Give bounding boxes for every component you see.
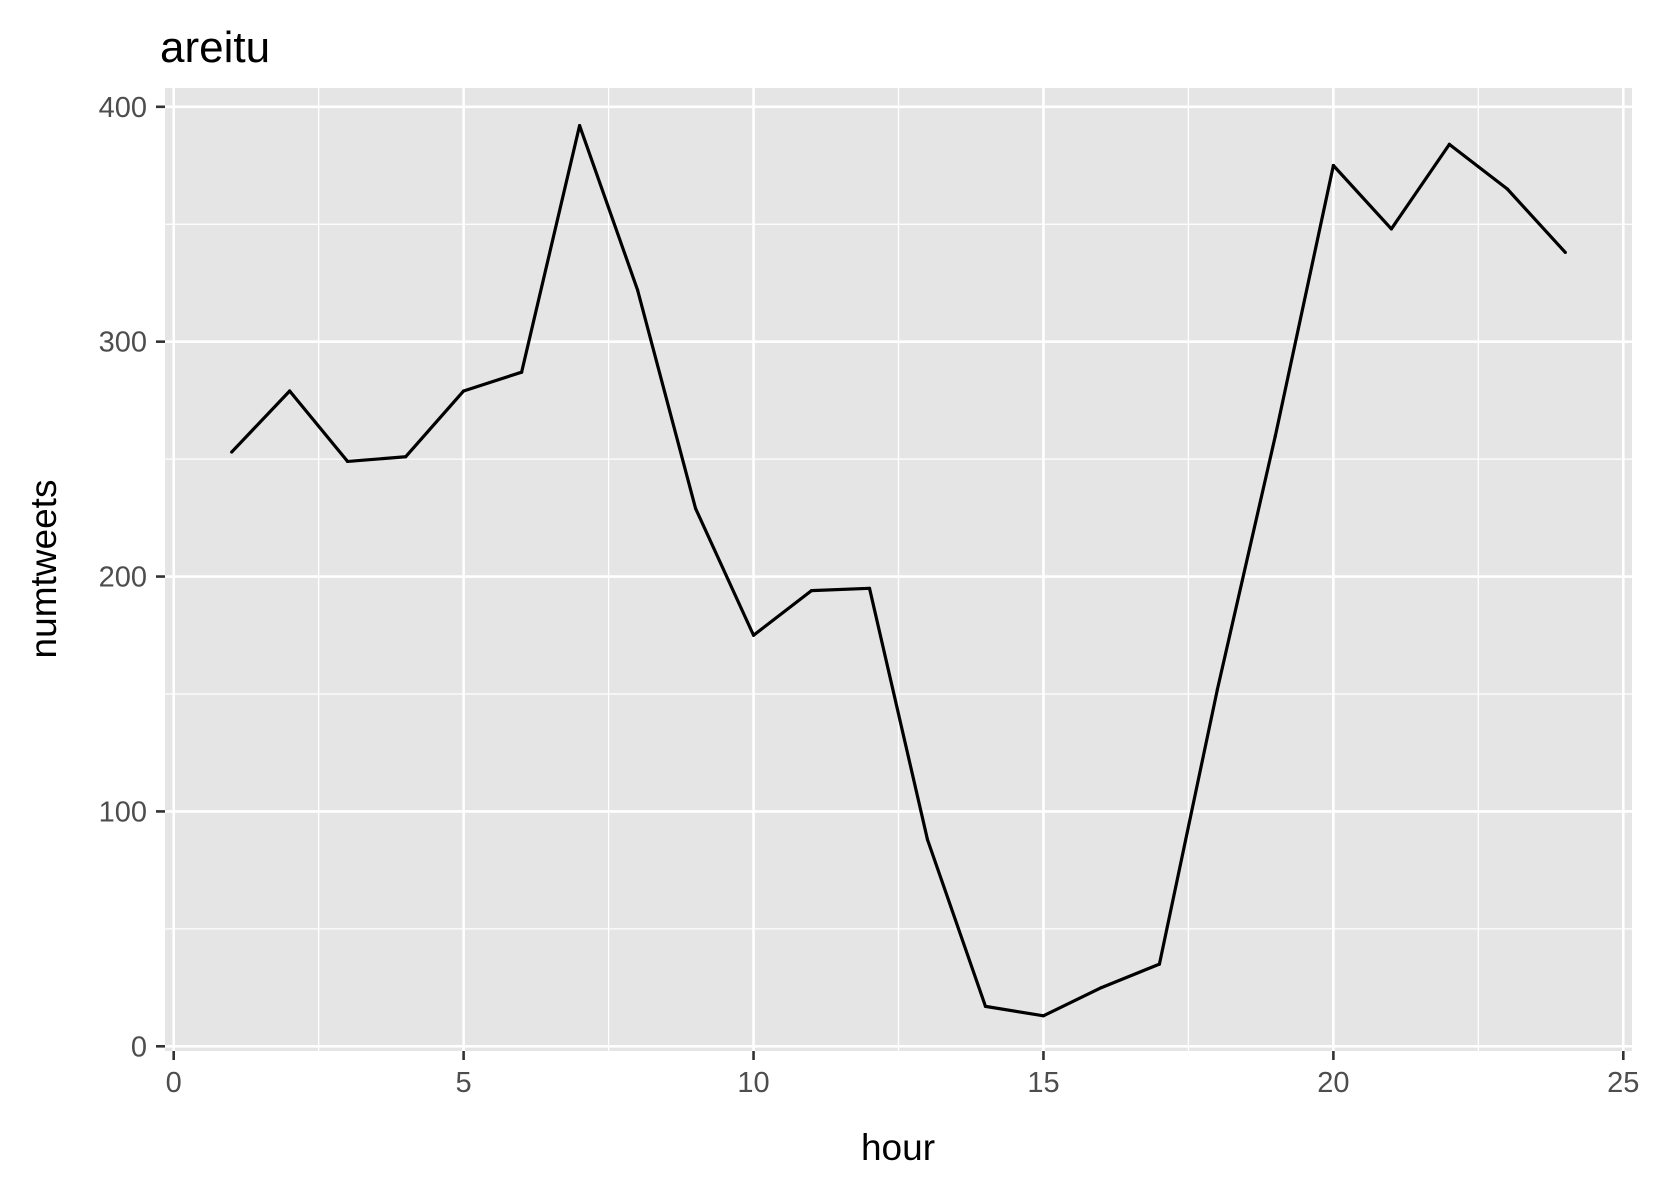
data-point	[925, 838, 930, 842]
data-point	[1041, 1014, 1046, 1018]
data-point	[1157, 962, 1162, 966]
data-point	[404, 455, 408, 459]
data-point	[577, 123, 582, 128]
y-axis-title: numtweets	[23, 480, 64, 659]
y-tick-label: 0	[131, 1031, 147, 1063]
data-point	[1215, 687, 1220, 691]
x-tick-label: 20	[1317, 1067, 1349, 1099]
y-tick-label: 300	[99, 327, 147, 359]
data-point	[1447, 142, 1451, 146]
x-tick-label: 15	[1027, 1067, 1059, 1099]
axes: 0 5 10 15 20 25 0 100 200 300 400	[99, 92, 1640, 1099]
data-point	[346, 459, 350, 464]
x-tick-label: 0	[166, 1067, 182, 1099]
x-tick-label: 25	[1607, 1067, 1639, 1099]
series-line	[230, 123, 1567, 1018]
data-point	[867, 586, 872, 590]
data-point	[520, 370, 524, 374]
y-tick-label: 200	[99, 562, 147, 594]
data-point	[635, 288, 640, 292]
x-tick-label: 5	[456, 1067, 472, 1099]
data-point	[230, 450, 234, 454]
data-point	[983, 1004, 988, 1008]
data-point	[1331, 163, 1335, 168]
y-tick-label: 400	[99, 92, 147, 124]
data-point	[1389, 227, 1393, 231]
y-tick-label: 100	[99, 796, 147, 828]
data-point	[1505, 187, 1509, 191]
grid-lines	[165, 88, 1632, 1051]
data-point	[1273, 434, 1277, 438]
series-layer	[230, 123, 1567, 1018]
x-tick-label: 10	[737, 1067, 769, 1099]
data-point	[809, 589, 814, 593]
data-point	[693, 506, 698, 511]
data-point	[751, 633, 756, 637]
x-axis-title: hour	[861, 1127, 935, 1168]
chart-title: areitu	[160, 23, 270, 72]
data-point	[1563, 250, 1567, 255]
data-point	[462, 389, 466, 393]
data-point	[288, 389, 292, 393]
data-point	[1099, 985, 1104, 990]
